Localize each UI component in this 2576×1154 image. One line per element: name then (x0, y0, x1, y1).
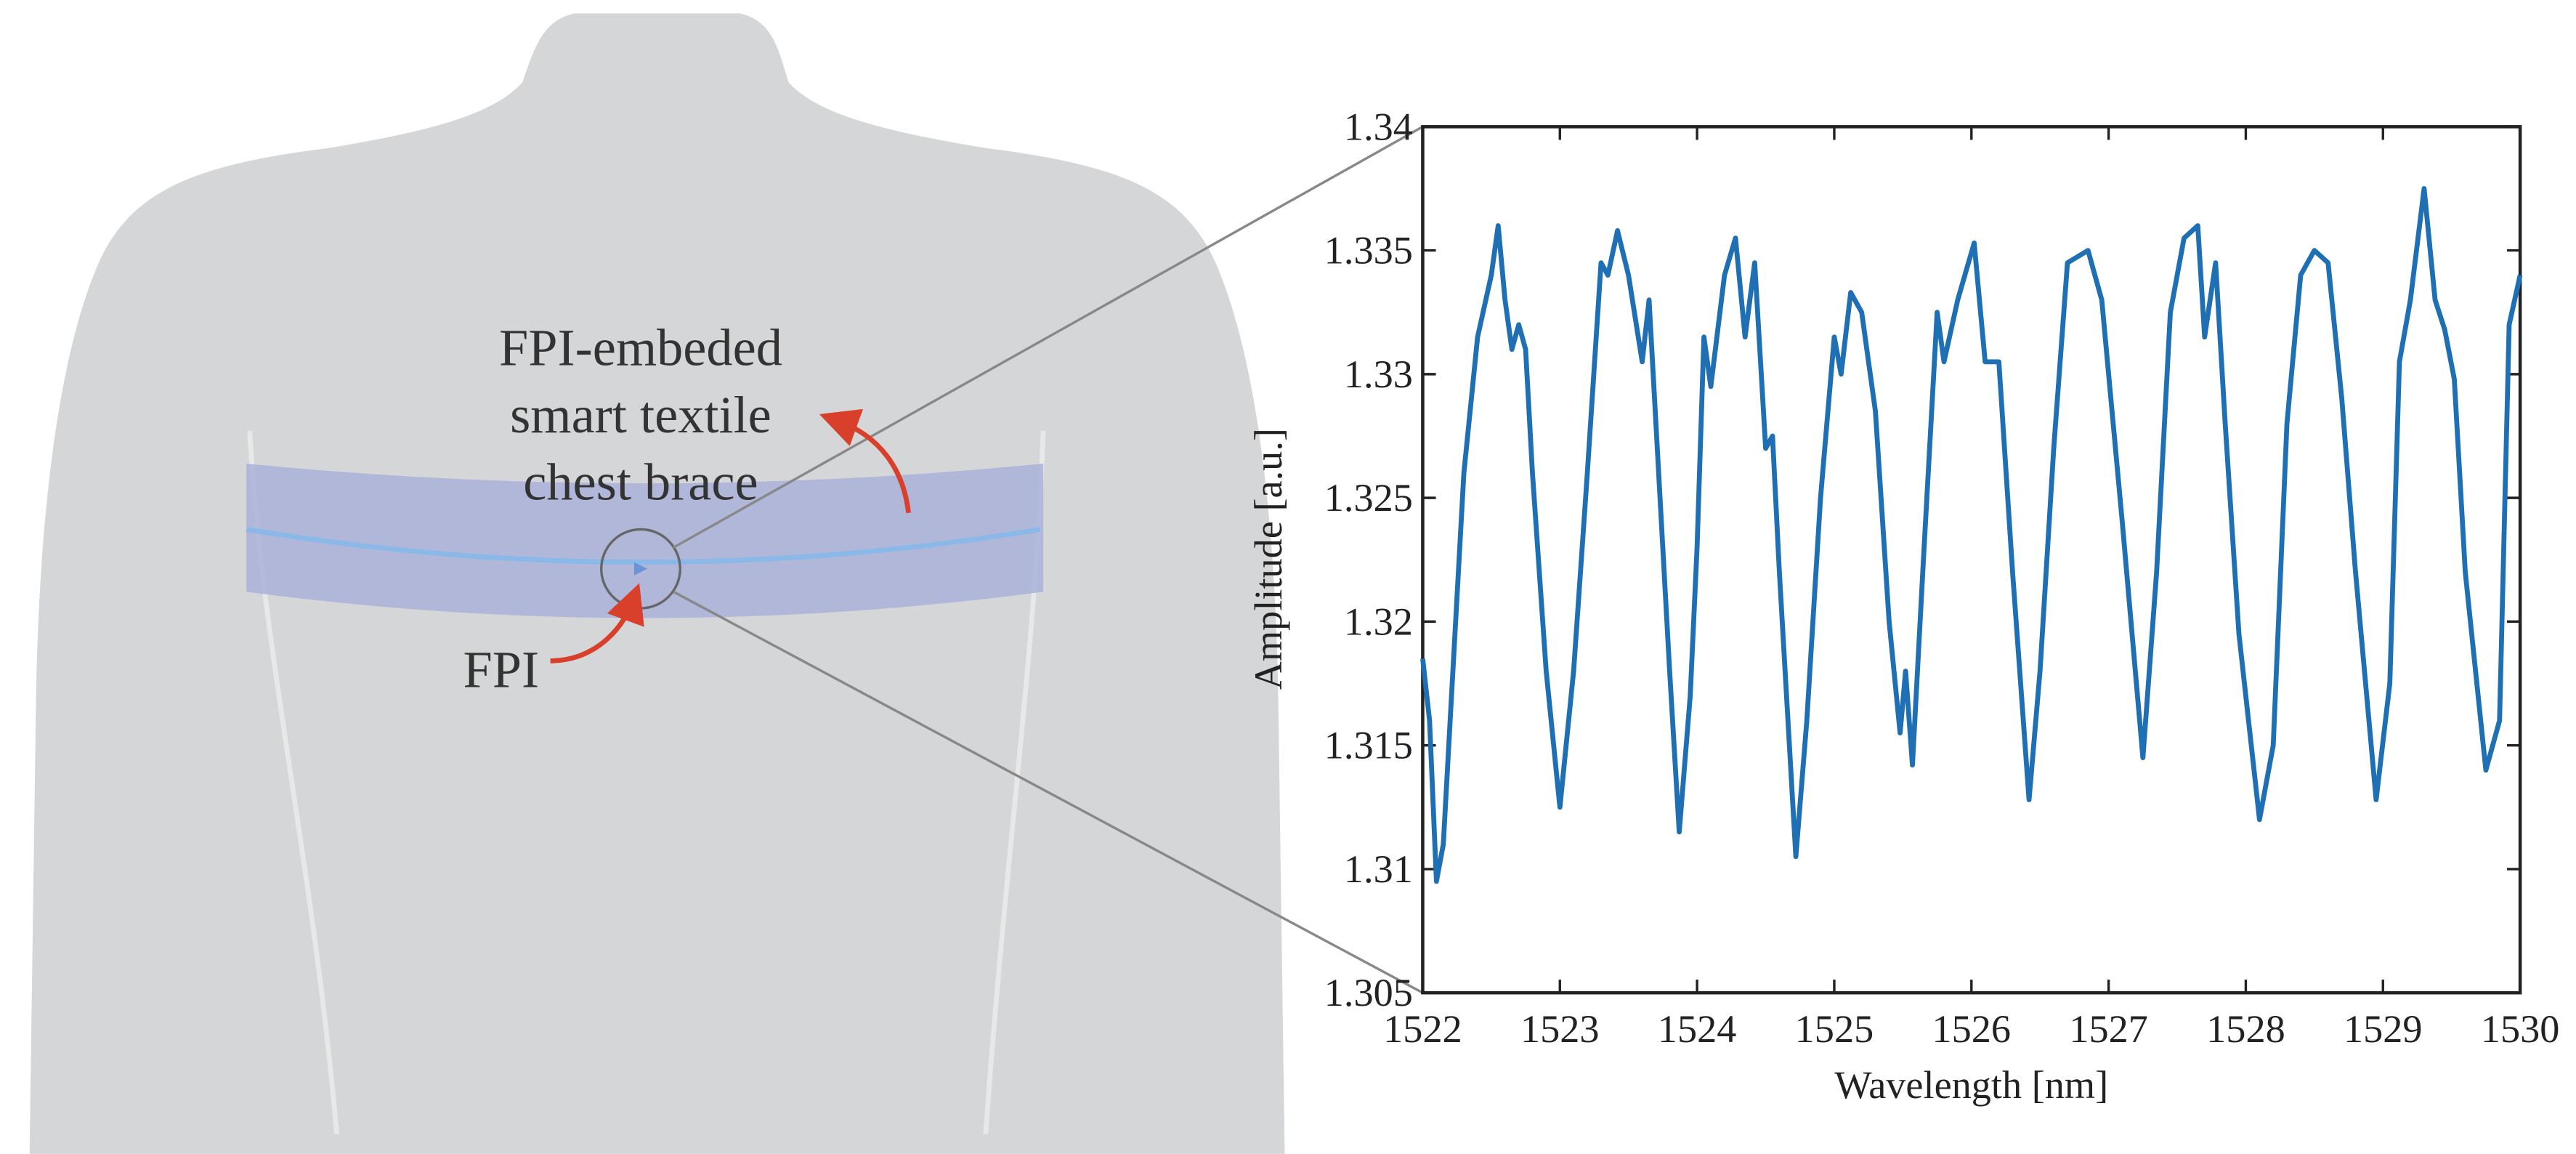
y-tick-label: 1.32 (1344, 600, 1413, 643)
y-tick-label: 1.325 (1324, 476, 1413, 520)
y-tick-label: 1.31 (1344, 847, 1413, 891)
y-tick-label: 1.335 (1324, 229, 1413, 273)
x-tick-label: 1527 (2069, 1007, 2148, 1051)
x-axis-label: Wavelength [nm] (1834, 1063, 2108, 1107)
caption: smart textile (510, 386, 771, 444)
y-tick-label: 1.34 (1344, 105, 1413, 148)
x-tick-label: 1525 (1795, 1007, 1874, 1051)
x-tick-label: 1529 (2344, 1007, 2423, 1051)
sensor-dot (633, 562, 648, 576)
zoom-line (673, 125, 1424, 549)
y-tick-label: 1.33 (1344, 352, 1413, 396)
x-tick-label: 1530 (2481, 1007, 2560, 1051)
x-tick-label: 1526 (1932, 1007, 2012, 1051)
arrow (550, 583, 644, 663)
y-axis-label: Amplitude [a.u.] (1247, 428, 1290, 690)
chest-band (246, 463, 1044, 618)
x-tick-label: 1528 (2206, 1007, 2285, 1051)
zoom-line (673, 590, 1424, 994)
x-tick-label: 1522 (1383, 1007, 1462, 1051)
y-tick-label: 1.315 (1324, 724, 1413, 767)
spectrum-line (1420, 186, 2523, 884)
sensor-label: FPI (463, 641, 539, 699)
arrow (819, 408, 911, 514)
x-tick-label: 1524 (1658, 1007, 1737, 1051)
x-tick-label: 1523 (1520, 1007, 1600, 1051)
y-tick-label: 1.305 (1324, 971, 1413, 1014)
caption: FPI-embeded (499, 318, 782, 376)
fiber (246, 527, 1041, 565)
caption: chest brace (523, 453, 758, 512)
